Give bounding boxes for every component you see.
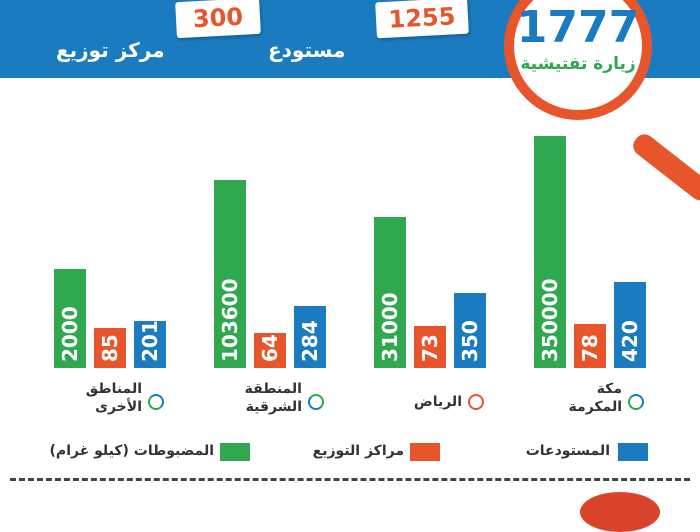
category-line: الشرقية [245,399,302,415]
visits-count: 1777 [516,2,640,53]
category-line: مكة [596,381,622,397]
category-line: المنطقة [244,381,302,397]
data-label-s2-c1: 284 [298,320,322,362]
legend-label-1: مراكز التوزيع [312,443,404,459]
data-label-s2-c0: 201 [138,320,162,362]
category-line: المكرمة [568,399,622,415]
bar-s1-c3 [574,324,606,368]
category-ring-icon [628,394,644,410]
legend-swatch-0 [220,443,250,461]
bar-s0-c3 [534,136,566,368]
warehouses-label: مستودع [268,38,346,62]
legend-swatch-1 [410,443,440,461]
data-label-s1-c3: 78 [578,334,602,362]
data-label-s0-c3: 350000 [538,279,562,363]
legend-label-0: المضبوطات (كيلو غرام) [49,443,214,459]
bar-s1-c1 [254,333,286,368]
dashed-divider [10,478,690,481]
bar-chart: 2000 103600 31000 350000 85 64 73 78 201 284 350 42… [54,136,646,368]
bar-s2-c2 [454,293,486,368]
category-ring-icon [148,394,164,410]
category-line: الرياض [413,394,462,410]
category-label-3: مكة المكرمة [542,380,622,416]
bar-s1-c2 [414,326,446,368]
category-label-1: المنطقة الشرقية [222,380,302,416]
category-line: المناطق [85,381,142,397]
data-label-s1-c2: 73 [418,334,442,362]
data-label-s1-c0: 85 [98,334,122,362]
data-label-s2-c2: 350 [458,320,482,362]
category-ring-icon [308,394,324,410]
category-label-0: المناطق الأخرى [62,380,142,416]
data-label-s0-c1: 103600 [218,279,242,363]
data-label-s0-c2: 31000 [378,292,402,362]
data-label-s2-c3: 420 [618,320,642,362]
bar-s1-c0 [94,328,126,368]
bar-s0-c1 [214,180,246,368]
centers-label: مركز توزيع [56,38,165,62]
bar-s0-c0 [54,269,86,368]
category-label-2: الرياض [382,393,462,411]
category-line: الأخرى [95,399,142,415]
bar-s2-c1 [294,306,326,368]
visits-label: زيارة تفتيشية [520,54,636,74]
data-label-s0-c0: 2000 [58,306,82,362]
bar-s2-c0 [134,321,166,368]
legend-label-2: المستودعات [525,443,610,459]
data-label-s1-c1: 64 [258,334,282,362]
magnifier-icon [504,0,652,120]
bar-s0-c2 [374,217,406,368]
category-ring-icon [468,394,484,410]
decorative-shape [580,492,660,532]
bar-s2-c3 [614,282,646,368]
legend-swatch-2 [618,443,648,461]
